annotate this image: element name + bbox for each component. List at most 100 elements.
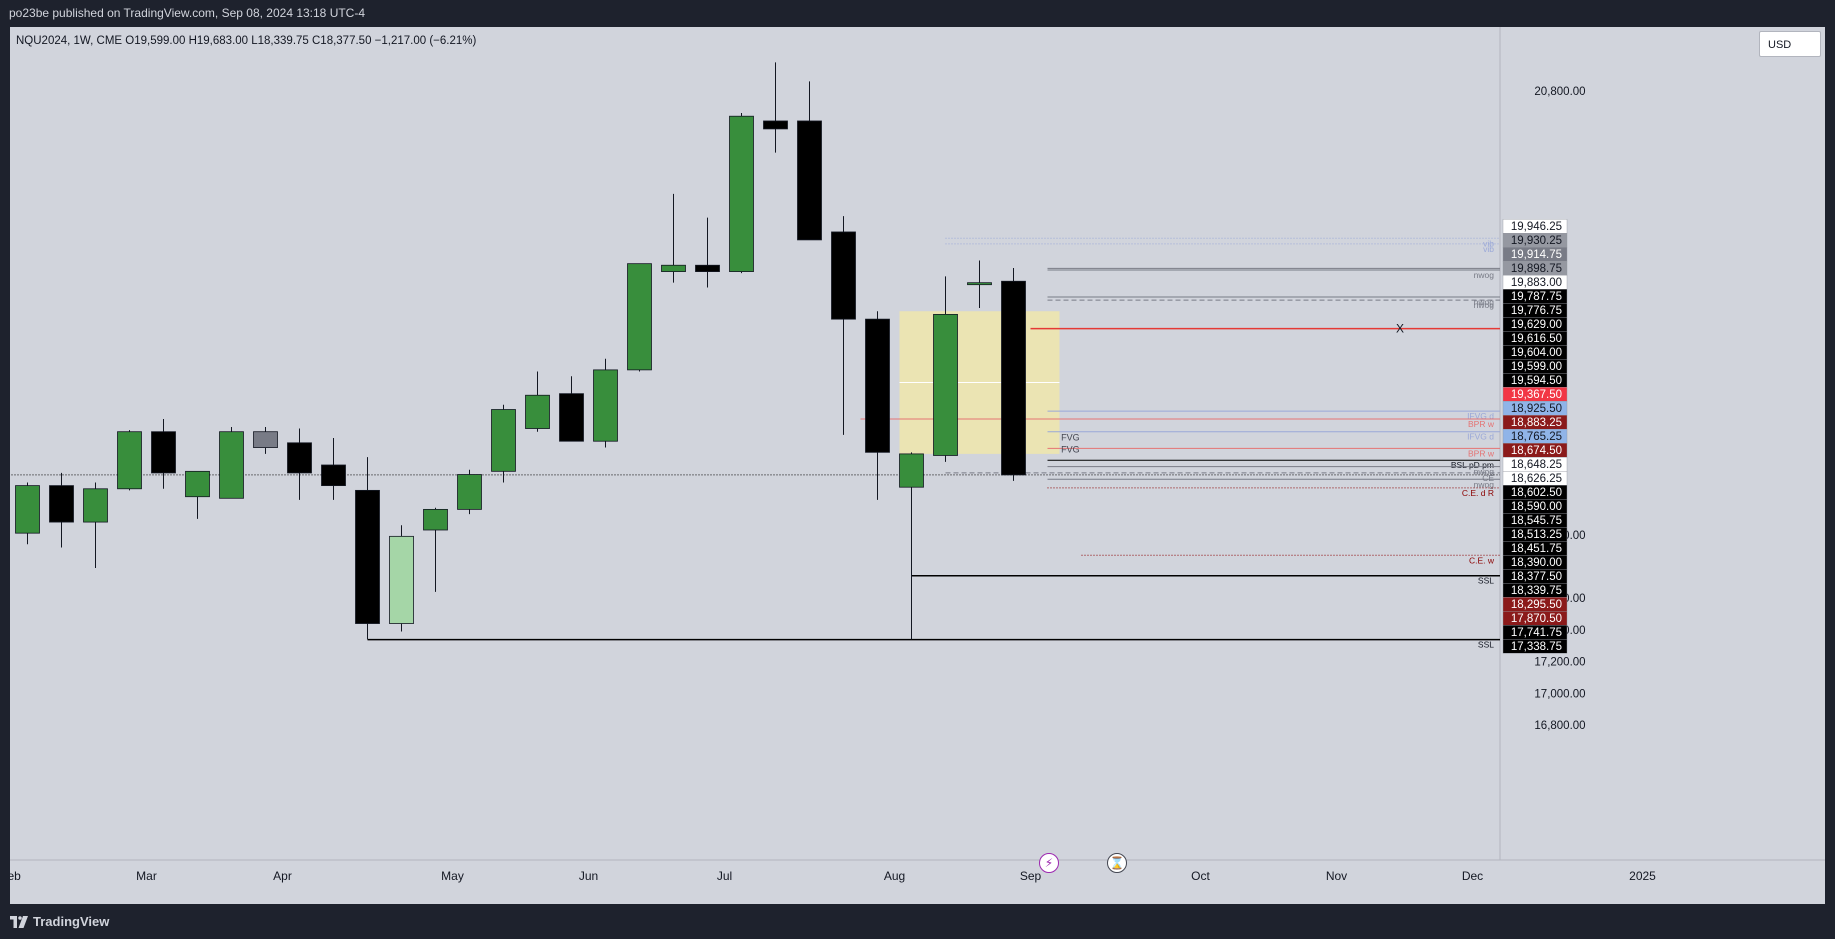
level-label-10: IFVG d <box>1467 411 1494 421</box>
footer-brand[interactable]: TradingView <box>33 914 110 929</box>
y-tick-label-0: 20,800.00 <box>1534 86 1585 98</box>
price-tag-label-1: 19,930.25 <box>1511 235 1562 247</box>
annotation-fvg-0: FVG <box>1061 432 1080 442</box>
price-tag-label-15: 18,765.25 <box>1511 431 1562 443</box>
price-tag-label-27: 18,295.50 <box>1511 599 1562 611</box>
x-tick-label-3: May <box>441 869 464 883</box>
price-tag-label-17: 18,648.25 <box>1511 459 1562 471</box>
x-tick-label-9: Nov <box>1326 869 1347 883</box>
price-tag-label-0: 19,946.25 <box>1511 221 1562 233</box>
level-label-0: X <box>1396 322 1404 336</box>
price-tag-label-20: 18,590.00 <box>1511 501 1562 513</box>
price-tag-label-14: 18,883.25 <box>1511 417 1562 429</box>
price-tag-label-29: 17,741.75 <box>1511 627 1562 639</box>
level-label-13: BPR w <box>1468 448 1495 458</box>
price-tag-label-5: 19,787.75 <box>1511 291 1562 303</box>
candle-body-3 <box>117 431 142 490</box>
candle-body-28 <box>967 282 992 286</box>
x-tick-label-11: 2025 <box>1629 869 1656 883</box>
y-tick-label-4: 17,200.00 <box>1534 657 1585 669</box>
level-label-11: BPR w <box>1468 419 1495 429</box>
level-label-18: C.E. d R <box>1462 488 1494 498</box>
tradingview-logo-icon[interactable] <box>10 916 28 928</box>
lightning-icon[interactable]: ⚡ <box>1039 853 1059 873</box>
footer-bar: TradingView <box>0 904 1835 939</box>
price-tag-label-22: 18,513.25 <box>1511 529 1562 541</box>
price-tag-label-21: 18,545.75 <box>1511 515 1562 527</box>
candle-body-14 <box>491 409 516 472</box>
x-tick-label-10: Dec <box>1462 869 1483 883</box>
price-tag-label-4: 19,883.00 <box>1511 277 1562 289</box>
x-tick-label-8: Oct <box>1191 869 1210 883</box>
price-tag-label-12: 19,367.50 <box>1511 389 1562 401</box>
candle-body-5 <box>185 470 210 498</box>
x-tick-label-5: Jul <box>717 869 732 883</box>
price-tag-label-25: 18,377.50 <box>1511 571 1562 583</box>
candle-body-13 <box>457 474 482 510</box>
candle-body-18 <box>627 263 652 371</box>
price-tag-label-11: 19,594.50 <box>1511 375 1562 387</box>
price-tag-label-9: 19,604.00 <box>1511 347 1562 359</box>
candle-body-20 <box>695 264 720 272</box>
annotation-fvg-1: FVG <box>1061 444 1080 454</box>
x-tick-label-0: Feb <box>10 869 21 883</box>
level-label-8: nwog <box>1474 297 1495 307</box>
price-tag-label-2: 19,914.75 <box>1511 249 1562 261</box>
candle-body-21 <box>729 115 754 272</box>
candle-body-22 <box>763 120 788 130</box>
level-label-5: vib <box>1483 244 1494 254</box>
price-tag-label-24: 18,390.00 <box>1511 557 1562 569</box>
symbol-legend: NQU2024, 1W, CME O19,599.00 H19,683.00 L… <box>16 35 477 47</box>
candle-body-0 <box>15 485 40 534</box>
price-tag-label-10: 19,599.00 <box>1511 361 1562 373</box>
price-tag-label-7: 19,629.00 <box>1511 319 1562 331</box>
candle-body-16 <box>559 393 584 442</box>
candle-body-7 <box>253 431 278 448</box>
level-label-16: CE <box>1482 473 1494 483</box>
candle-body-27 <box>933 313 958 456</box>
candle-body-1 <box>49 485 74 523</box>
price-tag-label-13: 18,925.50 <box>1511 403 1562 415</box>
candle-body-26 <box>899 453 924 488</box>
price-tag-label-30: 17,338.75 <box>1511 641 1562 653</box>
level-label-6: nwog <box>1474 270 1495 280</box>
price-tag-label-23: 18,451.75 <box>1511 543 1562 555</box>
level-label-14: BSL pD pm <box>1451 460 1494 470</box>
publisher-bar: po23be published on TradingView.com, Sep… <box>0 0 1835 27</box>
chart-panel[interactable]: X SSL SSL vib vib nwog nwog nwog IFVG d BPR w IFVG… <box>10 27 1825 904</box>
candle-body-11 <box>389 535 414 624</box>
level-label-9: nwog <box>1474 300 1495 310</box>
candle-body-15 <box>525 394 550 429</box>
candle-body-23 <box>797 120 822 241</box>
level-label-4: vib <box>1483 238 1494 248</box>
price-tag-label-18: 18,626.25 <box>1511 473 1562 485</box>
published-text: po23be published on TradingView.com, Sep… <box>9 6 366 20</box>
level-label-1: SSL <box>1478 576 1494 586</box>
level-label-2: SSL <box>1478 640 1494 650</box>
x-tick-label-6: Aug <box>884 869 905 883</box>
price-tag-label-26: 18,339.75 <box>1511 585 1562 597</box>
level-label-19: C.E. w <box>1469 555 1495 565</box>
candle-body-4 <box>151 431 176 474</box>
price-tag-label-19: 18,602.50 <box>1511 487 1562 499</box>
candle-body-12 <box>423 508 448 531</box>
candle-body-25 <box>865 318 890 453</box>
x-tick-label-7: Sep <box>1020 869 1042 883</box>
y-tick-label-5: 17,000.00 <box>1534 688 1585 700</box>
candle-body-19 <box>661 264 686 272</box>
candle-body-29 <box>1001 280 1026 476</box>
candle-body-2 <box>83 488 108 523</box>
level-label-17: nwog <box>1474 479 1495 489</box>
candle-body-8 <box>287 442 312 474</box>
price-tag-bg-30 <box>1502 639 1568 654</box>
level-label-12: IFVG d <box>1467 432 1494 442</box>
level-label-15: nwog <box>1474 467 1495 477</box>
currency-button[interactable]: USD <box>1759 31 1821 57</box>
hourglass-icon[interactable]: ⌛ <box>1107 853 1127 873</box>
x-tick-label-4: Jun <box>579 869 598 883</box>
price-tag-label-6: 19,776.75 <box>1511 305 1562 317</box>
candle-body-6 <box>219 431 244 499</box>
candle-body-24 <box>831 231 856 320</box>
y-tick-label-6: 16,800.00 <box>1534 720 1585 732</box>
